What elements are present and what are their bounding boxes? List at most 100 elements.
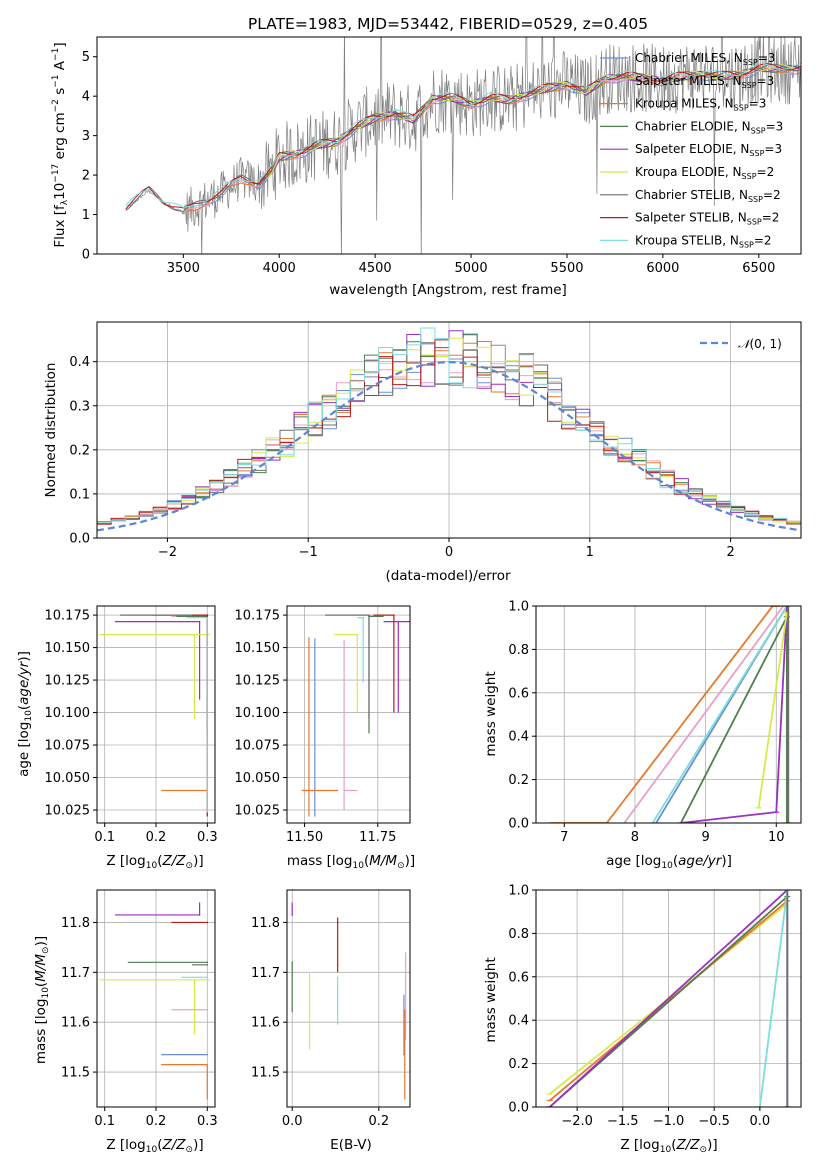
point-kroupa_stelib: [206, 616, 209, 619]
y-tick-label: 11.8: [251, 916, 280, 931]
y-tick-label: 4: [82, 90, 90, 105]
massZ-ylabel: mass [log10(M/M⊙)]: [33, 936, 51, 1064]
point-kroupa_stelib: [206, 976, 209, 979]
x-tick-label: −2: [158, 545, 177, 560]
y-tick-label: 1.0: [508, 884, 529, 899]
x-tick-label: 0: [445, 545, 453, 560]
x-tick-label: 0.3: [197, 1114, 218, 1129]
cumulative-line-kroupa_miles: [550, 606, 780, 823]
y-tick-label: 10.125: [45, 674, 91, 689]
plot-area: [99, 614, 210, 817]
point-chabrier_elodie: [206, 961, 209, 964]
y-tick-label: 2: [82, 169, 90, 184]
point-kroupa_miles: [206, 1063, 209, 1066]
ageZ-xlabel: Z [log10(Z/Z⊙)]: [106, 853, 203, 871]
y-tick-label: 3: [82, 129, 90, 144]
y-tick-label: 0: [82, 248, 90, 263]
axes-frame: [286, 605, 411, 824]
massZ-xlabel: Z [log10(Z/Z⊙)]: [106, 1137, 203, 1155]
model-line-chabrier_stelib: [125, 63, 801, 212]
legend-label-chabrier_miles: Chabrier MILES, NSSP=3: [635, 51, 775, 67]
mwAge-ylabel: mass weight: [483, 671, 499, 756]
plot-area: [547, 606, 792, 823]
y-tick-label: 11.6: [251, 1016, 280, 1031]
y-tick-label: 10.075: [45, 739, 91, 754]
figure-title: PLATE=1983, MJD=53442, FIBERID=0529, z=0…: [248, 15, 648, 33]
x-tick-label: 5500: [550, 261, 583, 276]
y-tick-label: 0.0: [69, 532, 90, 547]
point-kroupa_elodie: [356, 633, 359, 636]
axes-frame: [535, 605, 802, 824]
y-tick-label: 10.150: [45, 641, 91, 656]
y-tick-label: 11.7: [251, 966, 280, 981]
plot-area: [546, 890, 791, 1107]
point-salpeter_elodie: [291, 914, 293, 916]
x-tick-label: 7: [560, 830, 568, 845]
y-tick-label: 10.100: [235, 706, 281, 721]
point-salpeter_stelib: [336, 921, 339, 924]
point-chabrier_stelib: [206, 964, 209, 966]
gaussian-curve: [97, 360, 801, 532]
point-chabrier_miles: [206, 1053, 209, 1056]
mass-vs-ebv-panel: 0.0 0.2 11.5 11.6 11.7 11.8: [251, 889, 411, 1129]
plot-area: [99, 902, 210, 1100]
x-tick-label: 3500: [167, 261, 200, 276]
mwAge-xlabel: age [log10(age/yr)]: [606, 853, 732, 871]
y-tick-label: 1: [82, 208, 90, 223]
age-vs-metallicity-panel: 0.1 0.2 0.3 10.025 10.050 10.075 10.100 10.125 1…: [45, 605, 218, 845]
x-tick-label: 11.75: [359, 830, 396, 845]
y-tick-label: 10.075: [235, 739, 281, 754]
residuals-xlabel: (data-model)/error: [385, 568, 511, 584]
x-tick-label: 8: [631, 830, 639, 845]
axes-frame: [286, 889, 411, 1108]
x-tick-label: −0.5: [698, 1114, 730, 1129]
x-tick-label: 0.0: [282, 1114, 303, 1129]
cumulative-line-kroupa_elodie: [757, 612, 788, 808]
y-tick-label: 11.7: [61, 966, 90, 981]
x-tick-label: 0.1: [94, 1114, 115, 1129]
legend-label-chabrier_stelib: Chabrier STELIB, NSSP=2: [635, 188, 781, 204]
y-tick-label: 5: [82, 50, 90, 65]
x-tick-label: −1.5: [607, 1114, 639, 1129]
y-tick-label: 11.8: [61, 916, 90, 931]
y-tick-label: 11.6: [61, 1016, 90, 1031]
x-tick-label: 0.0: [750, 1114, 771, 1129]
y-tick-label: 10.050: [45, 771, 91, 786]
mass-vs-metallicity-panel: 0.1 0.2 0.3 11.5 11.6 11.7 11.8: [61, 889, 218, 1129]
point-kroupa_stelib: [362, 616, 364, 619]
y-tick-label: 0.2: [508, 773, 529, 788]
x-tick-label: 5000: [455, 261, 488, 276]
point-salpeter_elodie: [198, 914, 201, 916]
legend-label-salpeter_elodie: Salpeter ELODIE, NSSP=3: [635, 142, 782, 158]
plot-area: [97, 327, 801, 532]
y-tick-label: 0.0: [508, 1101, 529, 1116]
cumulative-line-kroupa_stelib: [651, 606, 788, 823]
x-tick-label: 6000: [646, 261, 679, 276]
point-kroupa_elodie: [193, 633, 196, 636]
point-salpeter_miles: [343, 789, 345, 792]
x-tick-label: 9: [701, 830, 709, 845]
point-chabrier_elodie: [291, 961, 293, 964]
x-tick-label: 4500: [359, 261, 392, 276]
ageZ-ylabel: age [log10(age/yr)]: [16, 651, 34, 777]
point-salpeter_elodie: [198, 620, 201, 623]
plot-area: [301, 614, 410, 817]
y-tick-label: 10.175: [235, 609, 281, 624]
spectrum-xlabel: wavelength [Angstrom, rest frame]: [329, 282, 567, 298]
legend-label-chabrier_elodie: Chabrier ELODIE, NSSP=3: [635, 119, 783, 135]
y-tick-label: 10.100: [45, 706, 91, 721]
point-kroupa_miles: [404, 1063, 406, 1066]
point-kroupa_elodie: [193, 978, 196, 981]
model-line-salpeter_stelib: [125, 63, 801, 210]
y-tick-label: 0.4: [508, 1014, 529, 1029]
legend-label-kroupa_elodie: Kroupa ELODIE, NSSP=2: [635, 165, 774, 181]
y-tick-label: 11.5: [251, 1066, 280, 1081]
massEbv-xlabel: E(B-V): [330, 1137, 372, 1153]
point-kroupa_elodie: [308, 978, 311, 981]
axes-frame: [96, 36, 802, 255]
y-tick-label: 10.025: [45, 804, 91, 819]
legend-label-gaussian: 𝒩(0, 1): [738, 337, 782, 351]
y-tick-label: 10.050: [235, 771, 281, 786]
y-tick-label: 0.2: [508, 1057, 529, 1072]
